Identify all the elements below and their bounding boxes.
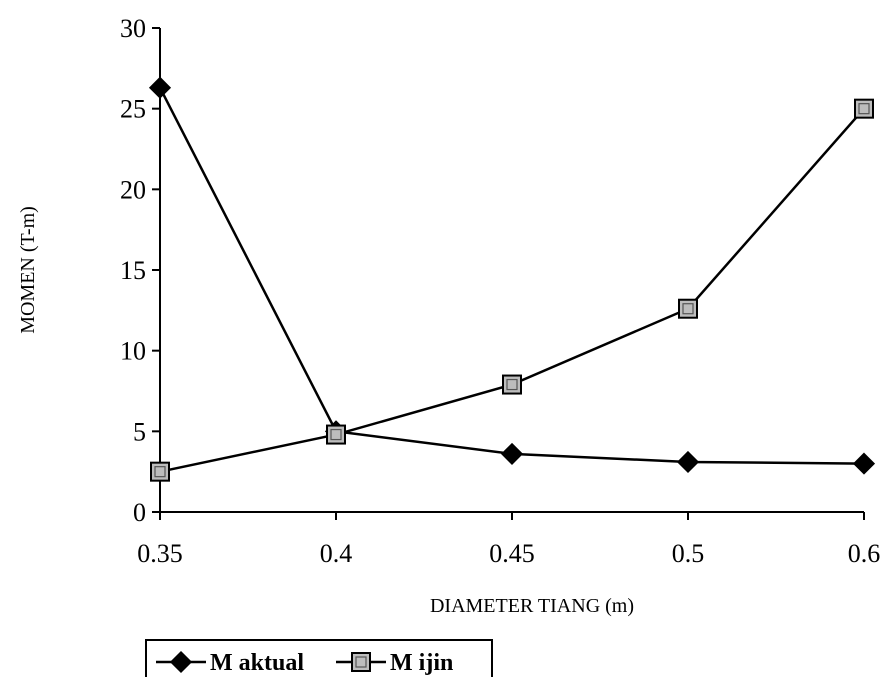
marker-square-inner	[355, 656, 367, 668]
marker-square-body	[502, 374, 522, 395]
legend-item: M aktual	[156, 650, 304, 676]
x-ticks: 0.35 0.4 0.45 0.5 0.6	[137, 512, 880, 568]
data-point	[148, 76, 172, 99]
legend-label: M ijin	[390, 650, 453, 676]
y-tick-label: 0	[133, 498, 146, 527]
x-tick-label: 0.4	[320, 539, 353, 568]
y-tick-label: 15	[120, 256, 146, 285]
data-point	[502, 374, 522, 395]
data-point	[678, 298, 698, 319]
series-line	[158, 87, 865, 465]
y-tick-label: 20	[120, 175, 146, 204]
y-axis-title: MOMEN (T-m)	[17, 206, 39, 334]
marker-square-inner	[682, 303, 694, 315]
marker-square-inner	[506, 378, 518, 391]
legend-marker	[169, 650, 193, 674]
legend-box	[145, 639, 493, 677]
marker-square-body	[150, 461, 170, 482]
x-tick-label: 0.45	[489, 539, 535, 568]
y-tick-label: 10	[120, 337, 146, 366]
legend: M aktual M ijin	[145, 639, 493, 677]
series-line	[159, 107, 865, 473]
y-tick-label: 5	[133, 417, 146, 446]
marker-square-inner	[154, 466, 166, 478]
x-axis-title: DIAMETER TIANG (m)	[430, 595, 634, 617]
marker-square-body	[326, 424, 346, 445]
y-tick-label: 25	[120, 95, 146, 124]
marker-square-inner	[858, 103, 870, 115]
legend-item: M ijin	[336, 650, 453, 676]
y-ticks: 0 5 10 15 20 25 30	[120, 14, 160, 527]
data-point	[854, 98, 874, 119]
data-point	[326, 424, 346, 445]
series-m-ijin	[150, 98, 874, 482]
marker-square-body	[678, 298, 698, 319]
series-layer	[148, 76, 876, 482]
x-tick-label: 0.35	[137, 539, 183, 568]
legend-marker	[351, 652, 371, 672]
data-point	[676, 450, 700, 474]
data-point	[500, 442, 524, 465]
x-tick-label: 0.5	[672, 539, 705, 568]
legend-items: M aktual M ijin	[156, 650, 453, 676]
legend-label: M aktual	[210, 650, 304, 676]
marker-square-inner	[330, 428, 342, 441]
y-tick-label: 30	[120, 14, 146, 43]
marker-square-body	[854, 98, 874, 119]
x-tick-label: 0.6	[848, 539, 881, 568]
marker-square-body	[351, 652, 371, 672]
series-m-aktual	[148, 76, 876, 475]
data-point	[852, 452, 876, 475]
data-point	[150, 461, 170, 482]
axes	[159, 28, 864, 513]
